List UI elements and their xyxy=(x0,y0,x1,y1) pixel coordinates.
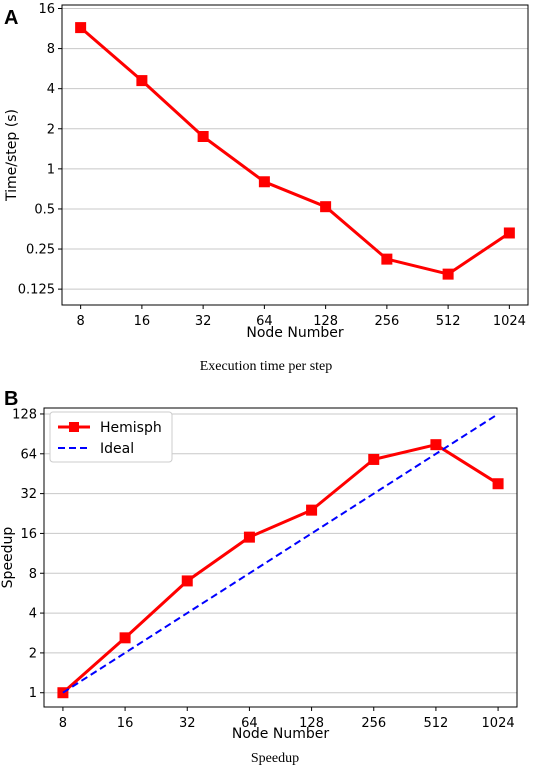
y-tick-label: 4 xyxy=(47,82,55,97)
y-tick-label: 8 xyxy=(47,42,55,57)
data-point xyxy=(381,253,393,265)
y-tick-label: 1 xyxy=(29,686,37,701)
x-tick-label: 64 xyxy=(241,716,258,731)
y-tick-label: 0.25 xyxy=(26,243,55,258)
y-tick-label: 32 xyxy=(20,487,37,502)
x-axis-label: Node Number xyxy=(246,325,343,341)
data-point xyxy=(136,75,148,87)
x-tick-label: 128 xyxy=(299,716,324,731)
y-tick-label: 8 xyxy=(29,567,37,582)
data-point xyxy=(442,268,454,280)
y-tick-label: 128 xyxy=(12,407,37,422)
x-axis-label: Node Number xyxy=(232,726,329,742)
chart-panel-a: A 0.125 0.25 0.5 1 2 4 8 16 8 16 32 64 128 256 512 1024 N… xyxy=(4,2,529,374)
data-point xyxy=(430,439,442,451)
data-point xyxy=(181,575,193,587)
y-tick-label: 1 xyxy=(47,162,55,177)
series-line-ideal xyxy=(62,413,499,694)
caption: Execution time per step xyxy=(200,359,333,374)
legend-label: Hemisph xyxy=(100,420,162,436)
data-point xyxy=(368,453,380,465)
x-tick-label: 8 xyxy=(59,716,67,731)
x-tick-label: 8 xyxy=(76,314,84,329)
y-tick-label: 2 xyxy=(29,646,37,661)
data-point xyxy=(197,130,209,142)
panel-letter: A xyxy=(4,7,18,29)
data-point xyxy=(243,531,255,543)
data-point xyxy=(75,22,87,34)
x-tick-label: 1024 xyxy=(482,716,515,731)
y-tick-label: 16 xyxy=(38,2,55,17)
y-axis-label: Speedup xyxy=(0,527,16,589)
series-line xyxy=(79,26,511,276)
data-point xyxy=(119,632,131,644)
x-tick-label: 32 xyxy=(195,314,212,329)
data-point xyxy=(492,478,504,490)
x-tick-label: 512 xyxy=(436,314,461,329)
data-point xyxy=(258,176,270,188)
x-tick-label: 512 xyxy=(424,716,449,731)
data-point xyxy=(306,504,318,516)
y-tick-label: 0.125 xyxy=(18,283,55,298)
legend-marker xyxy=(69,422,79,432)
series-line-hemisph xyxy=(61,443,499,694)
x-tick-label: 128 xyxy=(313,314,338,329)
caption: Speedup xyxy=(251,751,299,765)
y-tick-label: 16 xyxy=(20,527,37,542)
y-tick-label: 4 xyxy=(29,607,37,622)
legend-label: Ideal xyxy=(100,441,134,457)
x-tick-label: 32 xyxy=(179,716,196,731)
y-axis-label: Time/step (s) xyxy=(4,109,20,202)
plot-frame xyxy=(61,4,529,306)
chart-panel-b: B 1 2 4 8 16 32 64 128 8 16 32 64 128 256 512 1024 Node N… xyxy=(0,388,518,765)
plot-frame xyxy=(43,407,518,708)
x-tick-label: 256 xyxy=(374,314,399,329)
legend-box xyxy=(49,411,173,463)
y-tick-label: 2 xyxy=(47,122,55,137)
x-tick-label: 16 xyxy=(117,716,134,731)
x-tick-label: 1024 xyxy=(493,314,526,329)
panel-letter: B xyxy=(4,388,18,410)
y-tick-label: 64 xyxy=(20,447,37,462)
y-tick-label: 0.5 xyxy=(34,202,55,217)
data-point xyxy=(320,201,332,213)
x-tick-label: 64 xyxy=(256,314,273,329)
x-tick-label: 16 xyxy=(134,314,151,329)
x-tick-label: 256 xyxy=(361,716,386,731)
data-point xyxy=(503,227,515,239)
